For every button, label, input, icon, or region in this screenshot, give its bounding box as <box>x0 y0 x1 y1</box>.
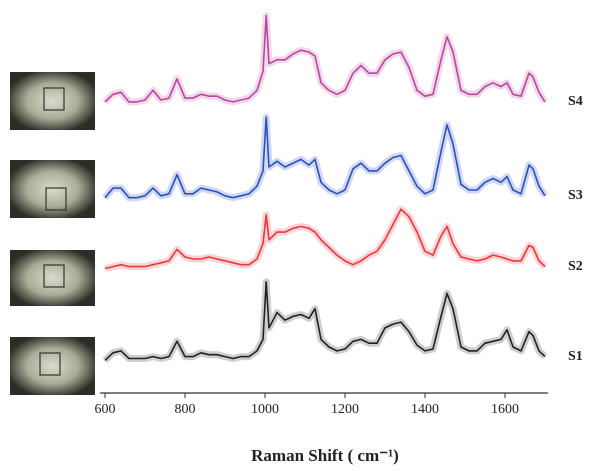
sample-image <box>10 250 95 306</box>
x-tick-label: 1000 <box>251 402 279 417</box>
sample-image <box>10 160 95 218</box>
x-axis-label: Raman Shift ( cm⁻¹) <box>251 446 399 465</box>
legend-label: S2 <box>568 259 583 274</box>
x-tick-label: 600 <box>95 402 116 417</box>
sample-images <box>10 72 95 395</box>
x-tick-label: 800 <box>175 402 196 417</box>
legend-label: S4 <box>568 94 583 109</box>
x-tick-label: 1200 <box>331 402 359 417</box>
line <box>104 208 546 270</box>
sample-image <box>10 337 95 395</box>
sample-image <box>10 72 95 130</box>
x-tick-label: 1400 <box>411 402 439 417</box>
line-band <box>102 12 548 106</box>
line <box>104 281 546 361</box>
line <box>104 14 546 103</box>
legend-label: S1 <box>568 349 583 364</box>
legend-label: S3 <box>568 188 583 203</box>
line <box>104 116 546 199</box>
x-tick-label: 1600 <box>491 402 519 417</box>
